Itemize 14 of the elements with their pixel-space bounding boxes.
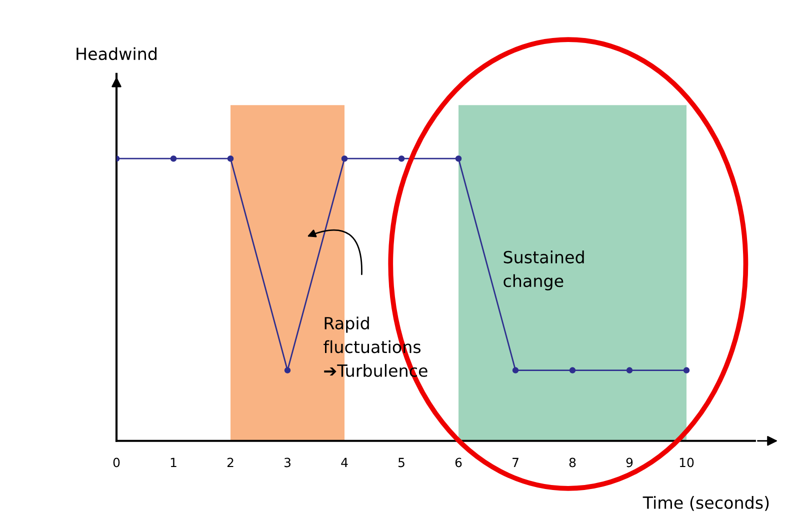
x-tick-label: 5	[398, 458, 404, 468]
x-tick-label: 1	[170, 458, 176, 468]
annotation: Sustained change	[504, 250, 584, 290]
x-tick-label: 9	[626, 458, 633, 468]
x-tick-label: 6	[455, 458, 462, 468]
x-tick-label: 2	[227, 458, 234, 468]
x-tick-label: 4	[341, 458, 348, 468]
x-tick-label: 3	[284, 458, 290, 468]
text: Headwind	[76, 47, 156, 60]
x-tick-label: 8	[569, 458, 576, 468]
x-tick-label: 7	[512, 458, 518, 468]
x-axis-title: Time (seconds)	[642, 496, 769, 511]
x-tick-label: 10	[680, 458, 694, 468]
x-tick-label: 0	[113, 458, 120, 468]
